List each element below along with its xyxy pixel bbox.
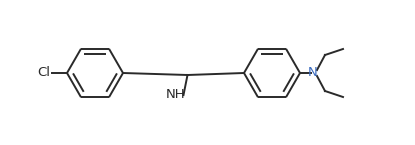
Text: NH: NH <box>166 88 185 102</box>
Text: Cl: Cl <box>37 67 51 79</box>
Text: N: N <box>308 67 318 79</box>
